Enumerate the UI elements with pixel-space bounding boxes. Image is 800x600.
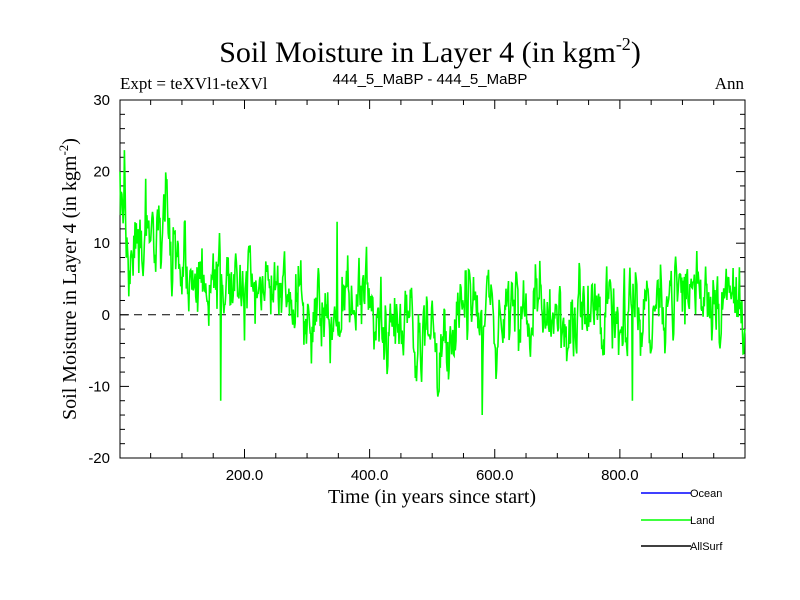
x-tick-label: 600.0: [476, 467, 514, 484]
x-tick-label: 400.0: [351, 467, 389, 484]
y-tick-label: 0: [102, 307, 110, 324]
subtitle-center: 444_5_MaBP - 444_5_MaBP: [333, 71, 528, 88]
y-tick-label: 20: [93, 164, 110, 181]
y-tick-label: 10: [93, 235, 110, 252]
chart-title: Soil Moisture in Layer 4 (in kgm-2): [219, 34, 641, 69]
y-tick-label: 30: [93, 92, 110, 109]
legend-label-allsurf: AllSurf: [690, 541, 723, 553]
y-tick-label: -20: [88, 450, 110, 467]
x-tick-label: 200.0: [226, 467, 264, 484]
legend-label-ocean: Ocean: [690, 488, 722, 500]
subtitle-right: Ann: [715, 74, 745, 93]
x-tick-label: 800.0: [601, 467, 639, 484]
axis-tick-labels: -20 -10 0 10 20 30 200.0 400.0 600.0 800.0: [88, 92, 638, 484]
y-tick-label: -10: [88, 378, 110, 395]
land-series-line: [119, 150, 746, 416]
legend: Ocean Land AllSurf: [641, 488, 723, 553]
legend-label-land: Land: [690, 515, 714, 527]
subtitle-left: Expt = teXVl1-teXVl: [120, 74, 268, 93]
y-axis-label: Soil Moisture in Layer 4 (in kgm-2): [56, 138, 81, 420]
x-axis-label: Time (in years since start): [328, 486, 536, 508]
